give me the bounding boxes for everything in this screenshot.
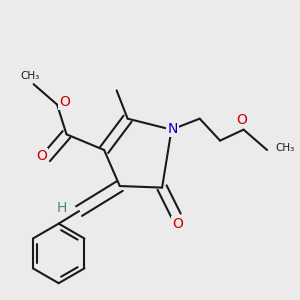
Text: O: O — [237, 112, 248, 127]
Text: N: N — [167, 122, 178, 136]
Text: O: O — [59, 95, 70, 109]
Text: H: H — [57, 201, 67, 215]
Text: CH₃: CH₃ — [21, 71, 40, 81]
Text: O: O — [172, 217, 183, 231]
Text: O: O — [36, 149, 47, 163]
Text: CH₃: CH₃ — [275, 143, 294, 153]
